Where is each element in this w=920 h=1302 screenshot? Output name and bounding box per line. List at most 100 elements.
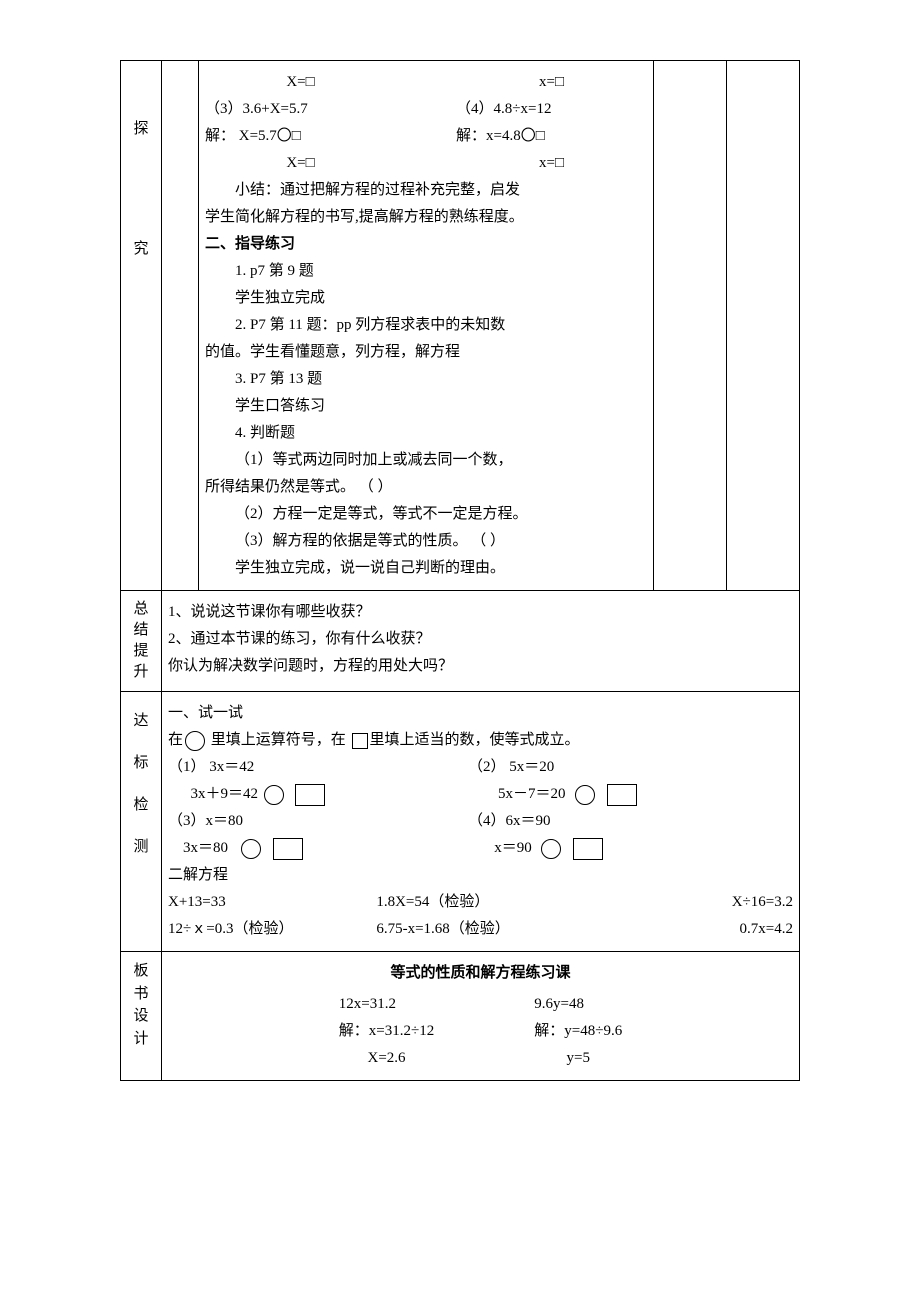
pair-1: （1） 3x＝42 （2） 5x＝20 [168, 754, 793, 781]
item-0: 1. p7 第 9 题 [205, 258, 647, 285]
summary-q3: 你认为解决数学问题时，方程的用处大吗？ [168, 653, 793, 680]
eq-top-left-1: X=□ [205, 69, 396, 96]
side-label-explore: 探 究 [121, 61, 162, 591]
fill-circle-icon [185, 731, 205, 751]
explore-content: X=□ x=□ （3）3.6+X=5.7 （4）4.8÷x=12 解： X=5.… [199, 61, 654, 591]
p1-left-sub-wrap: 3x＋9＝42 [168, 781, 468, 808]
side-label-summary: 总 结 提 升 [121, 591, 162, 692]
eq-3: （3）3.6+X=5.7 [205, 96, 396, 123]
sr1-a: X+13=33 [168, 889, 376, 916]
board-title: 等式的性质和解方程练习课 [168, 960, 793, 987]
eq-3-sol: 解： X=5.7〇□ [205, 123, 396, 150]
p1-right-main: （2） 5x＝20 [468, 754, 793, 781]
square-icon [607, 784, 637, 806]
square-icon [273, 838, 303, 860]
char-ti: 提 [127, 641, 155, 662]
pair-2-sub: 3x＝80 x＝90 [168, 835, 793, 862]
summary-content: 1、说说这节课你有哪些收获？ 2、通过本节课的练习，你有什么收获？ 你认为解决数… [162, 591, 800, 692]
sr1-b: 1.8X=54（检验） [376, 889, 584, 916]
char-zong: 总 [127, 599, 155, 620]
circle-icon [264, 785, 284, 805]
section2-title: 二、指导练习 [205, 231, 647, 258]
summary-line-2: 学生简化解方程的书写,提高解方程的熟练程度。 [205, 204, 647, 231]
side-label-board: 板 书 设 计 [121, 952, 162, 1081]
prompt-post: 里填上适当的数，使等式成立。 [370, 732, 580, 748]
br2: y=5 [534, 1045, 622, 1072]
circle-icon [575, 785, 595, 805]
char-ban: 板 [127, 960, 155, 983]
item-11: 学生独立完成，说一说自己判断的理由。 [205, 555, 647, 582]
pair-2: （3）x＝80 （4）6x＝90 [168, 808, 793, 835]
char-jian: 检 [127, 784, 155, 826]
sr1-c: X÷16=3.2 [585, 889, 793, 916]
sr2-c: 0.7x=4.2 [585, 916, 793, 943]
fill-square-icon [352, 733, 368, 749]
dabiao-sec2-title: 二解方程 [168, 862, 793, 889]
bl2: X=2.6 [339, 1045, 434, 1072]
p1-right-sub: 5x－7＝20 [498, 786, 566, 802]
solve-row-1: X+13=33 1.8X=54（检验） X÷16=3.2 [168, 889, 793, 916]
sr2-a: 12÷ｘ=0.3（检验） [168, 916, 376, 943]
item-10: （3）解方程的依据是等式的性质。 （ ） [205, 528, 647, 555]
item-6: 4. 判断题 [205, 420, 647, 447]
circle-icon [241, 839, 261, 859]
row-dabiao: 达 标 检 测 一、试一试 在 里填上运算符号，在 里填上适当的数，使等式成立。… [121, 692, 800, 952]
p1-left-sub: 3x＋9＝42 [191, 786, 259, 802]
p2-right-sub: x＝90 [494, 840, 532, 856]
extra-col-1b [727, 61, 800, 591]
eq-top-right-1: x=□ [456, 69, 647, 96]
board-left-col: 12x=31.2 解：x=31.2÷12 X=2.6 [339, 991, 434, 1072]
char-biao: 标 [127, 742, 155, 784]
char-ji: 计 [127, 1028, 155, 1051]
eq-4: （4）4.8÷x=12 [456, 96, 647, 123]
circle-icon [541, 839, 561, 859]
summary-line-1: 小结：通过把解方程的过程补充完整，启发 [205, 177, 647, 204]
bl0: 12x=31.2 [339, 991, 434, 1018]
p2-left-sub: 3x＝80 [183, 840, 228, 856]
p1-right-sub-wrap: 5x－7＝20 [468, 781, 793, 808]
dabiao-sec1-title: 一、试一试 [168, 700, 793, 727]
board-right-col: 9.6y=48 解：y=48÷9.6 y=5 [534, 991, 622, 1072]
dabiao-content: 一、试一试 在 里填上运算符号，在 里填上适当的数，使等式成立。 （1） 3x＝… [162, 692, 800, 952]
char-sheng: 升 [127, 662, 155, 683]
char-jie: 结 [127, 620, 155, 641]
summary-q2: 2、通过本节课的练习，你有什么收获？ [168, 626, 793, 653]
square-icon [573, 838, 603, 860]
p2-left-sub-wrap: 3x＝80 [168, 835, 468, 862]
p1-left-main: （1） 3x＝42 [168, 754, 468, 781]
br0: 9.6y=48 [534, 991, 622, 1018]
item-9: （2）方程一定是等式，等式不一定是方程。 [205, 501, 647, 528]
dabiao-prompt: 在 里填上运算符号，在 里填上适当的数，使等式成立。 [168, 727, 793, 754]
item-5: 学生口答练习 [205, 393, 647, 420]
char-jiu: 究 [127, 189, 155, 309]
item-7: （1）等式两边同时加上或减去同一个数， [205, 447, 647, 474]
row-board: 板 书 设 计 等式的性质和解方程练习课 12x=31.2 解：x=31.2÷1… [121, 952, 800, 1081]
sr2-b: 6.75-x=1.68（检验） [376, 916, 584, 943]
char-shu: 书 [127, 983, 155, 1006]
lesson-plan-table: 探 究 X=□ x=□ （3）3.6+X=5.7 （4）4.8÷x=12 解： … [120, 60, 800, 1081]
item-2: 2. P7 第 11 题：pp 列方程求表中的未知数 [205, 312, 647, 339]
row-explore: 探 究 X=□ x=□ （3）3.6+X=5.7 （4）4.8÷x=12 解： … [121, 61, 800, 591]
row-summary: 总 结 提 升 1、说说这节课你有哪些收获？ 2、通过本节课的练习，你有什么收获… [121, 591, 800, 692]
summary-q1: 1、说说这节课你有哪些收获？ [168, 599, 793, 626]
p2-right-sub-wrap: x＝90 [468, 835, 793, 862]
pair-1-sub: 3x＋9＝42 5x－7＝20 [168, 781, 793, 808]
br1: 解：y=48÷9.6 [534, 1018, 622, 1045]
eq-4-sol: 解：x=4.8〇□ [456, 123, 647, 150]
p2-right-main: （4）6x＝90 [468, 808, 793, 835]
item-3: 的值。学生看懂题意，列方程，解方程 [205, 339, 647, 366]
inner-empty-1 [162, 61, 199, 591]
eq-4-ans: x=□ [456, 150, 647, 177]
item-1: 学生独立完成 [205, 285, 647, 312]
solve-row-2: 12÷ｘ=0.3（检验） 6.75-x=1.68（检验） 0.7x=4.2 [168, 916, 793, 943]
board-content: 等式的性质和解方程练习课 12x=31.2 解：x=31.2÷12 X=2.6 … [162, 952, 800, 1081]
char-ce: 测 [127, 826, 155, 868]
eq-3-ans: X=□ [205, 150, 396, 177]
extra-col-1a [654, 61, 727, 591]
char-da: 达 [127, 700, 155, 742]
bl1: 解：x=31.2÷12 [339, 1018, 434, 1045]
item-4: 3. P7 第 13 题 [205, 366, 647, 393]
char-tan: 探 [127, 69, 155, 189]
square-icon [295, 784, 325, 806]
item-8: 所得结果仍然是等式。 （ ） [205, 474, 647, 501]
